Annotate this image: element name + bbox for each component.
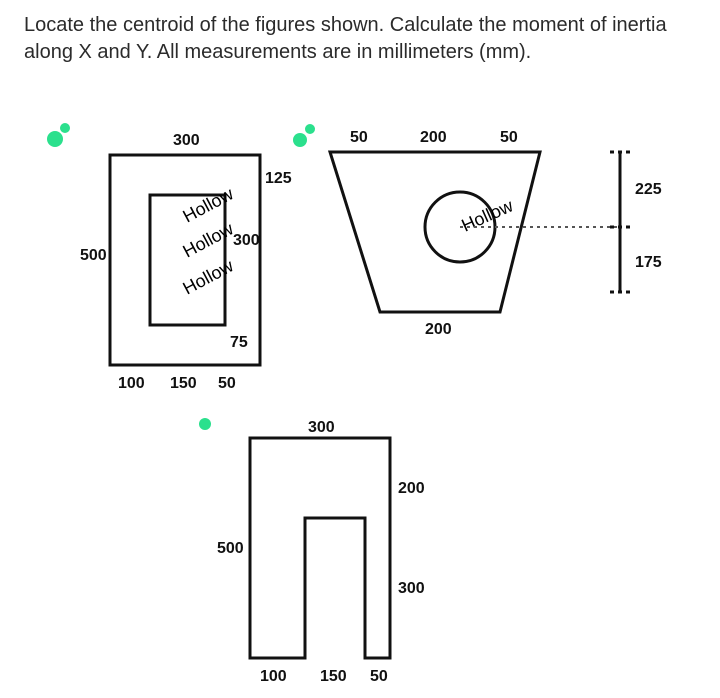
trapezoid	[330, 152, 540, 312]
marker-icon	[47, 131, 63, 147]
dim-bw: 200	[425, 321, 452, 338]
dim-lm: 100	[118, 375, 145, 392]
marker-icon	[60, 123, 70, 133]
marker-icon	[305, 124, 315, 134]
dim-bm: 75	[230, 334, 248, 351]
dim-s3: 50	[500, 129, 518, 146]
dim-nt: 200	[398, 480, 425, 497]
dim-w: 300	[308, 419, 335, 436]
figure-3: 300 500 200 300 100 150 50	[180, 418, 470, 698]
dim-nh: 300	[398, 580, 425, 597]
hollow-label: Hollow	[458, 195, 516, 236]
figure-2: Hollow 50 200 50 200 225 175	[290, 112, 690, 352]
dim-hw: 150	[170, 375, 197, 392]
dim-ty: 225	[635, 181, 662, 198]
dim-w: 300	[173, 132, 200, 149]
dim-h: 500	[80, 247, 107, 264]
dim-tm: 125	[265, 170, 292, 187]
dim-hh: 300	[233, 232, 260, 249]
dim-nw: 150	[320, 668, 347, 685]
figure-1: Hollow Hollow Hollow 300 500 125 300 75 …	[55, 115, 315, 405]
dim-h: 500	[217, 540, 244, 557]
dim-s1: 50	[350, 129, 368, 146]
marker-icon	[293, 133, 307, 147]
hollow-label: Hollow	[179, 183, 237, 226]
u-shape	[250, 438, 390, 658]
dim-nr: 50	[370, 668, 388, 685]
dim-by: 175	[635, 254, 662, 271]
dim-nl: 100	[260, 668, 287, 685]
dim-s2: 200	[420, 129, 447, 146]
dim-rm: 50	[218, 375, 236, 392]
problem-prompt: Locate the centroid of the figures shown…	[24, 12, 696, 66]
marker-icon	[199, 418, 211, 430]
